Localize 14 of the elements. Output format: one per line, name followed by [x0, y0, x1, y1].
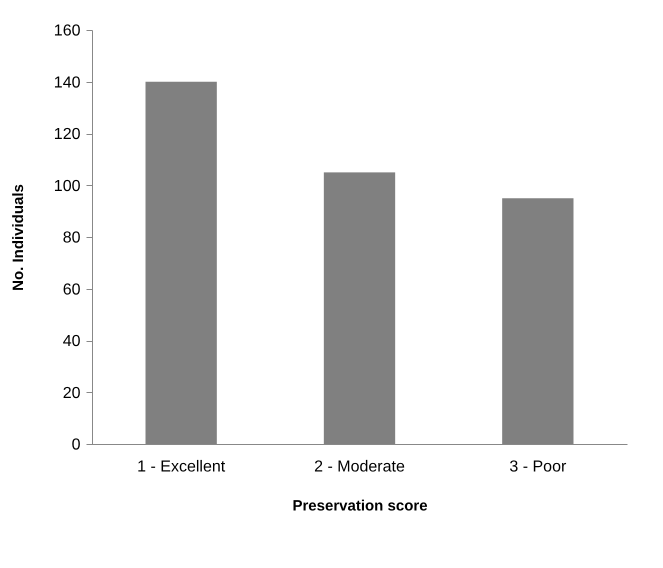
y-tick-label: 40 [62, 333, 81, 350]
x-tick-label: 3 - Poor [509, 458, 567, 476]
y-tick-label: 140 [54, 74, 81, 92]
y-tick-label: 20 [62, 384, 81, 402]
y-tick-label: 100 [54, 178, 81, 195]
y-tick-label: 120 [54, 126, 81, 143]
y-tick-label: 80 [62, 230, 81, 246]
x-axis-title: Preservation score [292, 498, 428, 514]
y-tick-label: 160 [54, 22, 81, 40]
y-tick-label: 60 [62, 281, 81, 298]
x-tick-label: 1 - Excellent [137, 458, 226, 476]
y-axis-title: No. Individuals [10, 184, 27, 291]
y-tick-label: 0 [72, 436, 81, 454]
x-tick-label: 2 - Moderate [314, 458, 405, 476]
